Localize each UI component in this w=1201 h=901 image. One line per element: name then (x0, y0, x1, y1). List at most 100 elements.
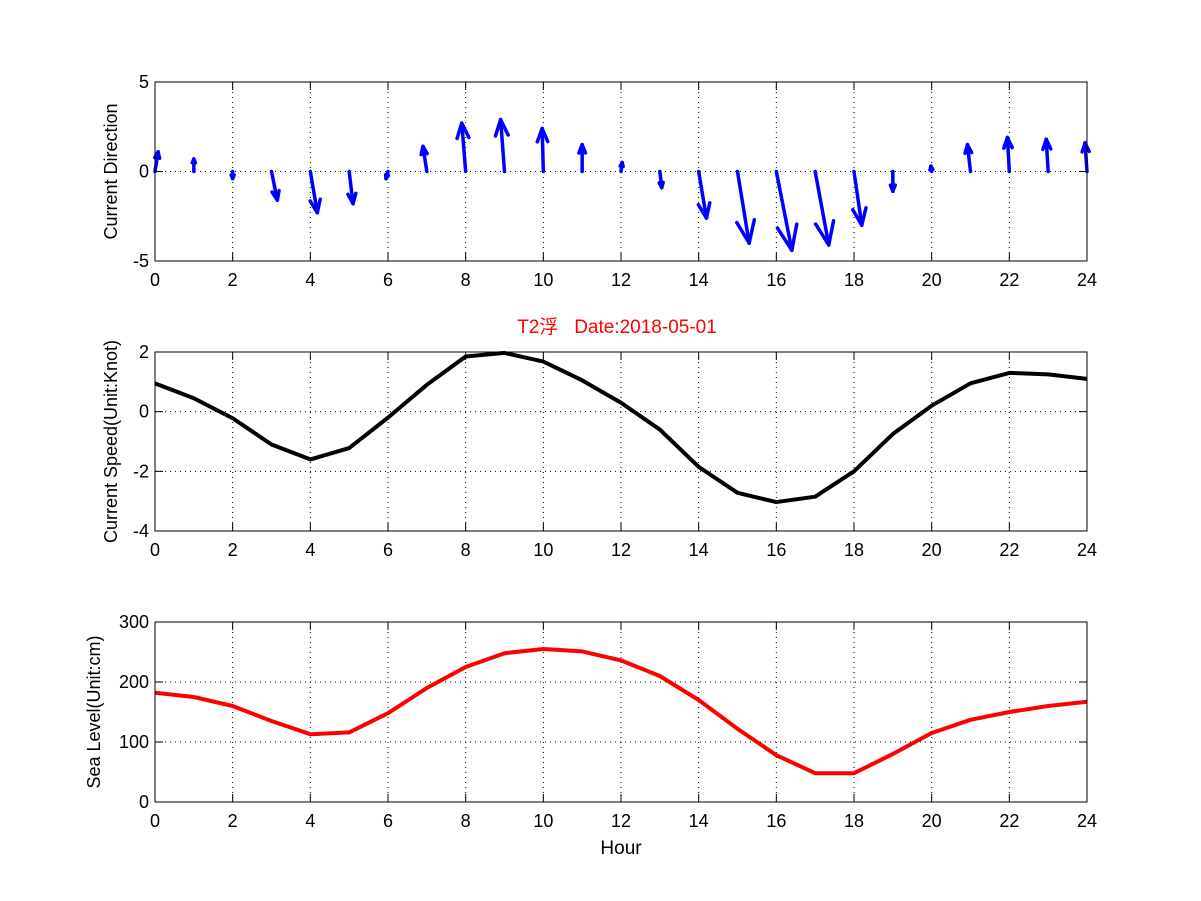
x-tick-label: 24 (1077, 811, 1097, 831)
quiver-arrow (455, 121, 471, 174)
arrow-head (860, 206, 868, 227)
arrow-head (1002, 135, 1010, 150)
arrow-head (735, 220, 751, 245)
x-tick-label: 18 (844, 540, 864, 560)
arrow-head (315, 197, 322, 215)
arrow-head (498, 117, 510, 137)
arrow-head (1041, 137, 1048, 152)
x-tick-label: 24 (1077, 540, 1097, 560)
y-tick-label: 0 (139, 162, 149, 182)
x-tick-label: 14 (689, 540, 709, 560)
arrow-shaft (498, 117, 507, 174)
arrow-head (493, 117, 503, 138)
axes-frame (154, 621, 1088, 803)
arrow-shaft (269, 169, 280, 202)
quiver-arrow (190, 157, 198, 174)
x-tick-label: 6 (383, 270, 393, 290)
x-tick-label: 6 (383, 811, 393, 831)
arrow-head (891, 183, 897, 193)
arrow-shaft (1044, 137, 1050, 174)
quiver-arrow (963, 142, 974, 174)
x-tick-label: 2 (228, 811, 238, 831)
x-tick-label: 18 (844, 811, 864, 831)
arrow-head (419, 144, 425, 157)
arrow-head (704, 201, 712, 220)
x-tick-label: 18 (844, 270, 864, 290)
y-tick-label: 300 (119, 612, 149, 632)
arrow-head (747, 217, 757, 245)
axes-frame (154, 351, 1088, 532)
x-tick-label: 16 (766, 540, 786, 560)
x-tick-label: 2 (228, 270, 238, 290)
arrow-head (230, 173, 236, 181)
quiver-arrow (346, 169, 358, 206)
arrow-shaft (774, 169, 794, 253)
x-tick-label: 22 (999, 540, 1019, 560)
x-tick-label: 2 (228, 540, 238, 560)
arrow-shaft (1005, 135, 1012, 174)
x-tick-label: 20 (922, 540, 942, 560)
quiver-arrow (1002, 135, 1014, 174)
y-axis-label: Current Direction (101, 103, 121, 239)
y-tick-label: 2 (139, 342, 149, 362)
y-tick-label: -4 (133, 521, 149, 541)
arrow-shaft (460, 121, 468, 174)
x-tick-label: 0 (150, 811, 160, 831)
arrow-shaft (852, 169, 864, 227)
x-tick-label: 12 (611, 270, 631, 290)
arrow-head (790, 222, 799, 253)
arrow-head (190, 157, 196, 165)
x-tick-label: 10 (533, 270, 553, 290)
arrow-head (535, 126, 544, 144)
y-tick-label: 5 (139, 72, 149, 92)
quiver-arrow (813, 169, 836, 247)
arrow-shaft (308, 169, 320, 215)
quiver-arrow (618, 160, 625, 174)
x-tick-label: 20 (922, 811, 942, 831)
quiver-arrow (657, 169, 665, 190)
quiver-arrow (928, 164, 935, 174)
x-tick-label: 20 (922, 270, 942, 290)
x-tick-label: 4 (305, 270, 315, 290)
arrow-head (384, 173, 391, 181)
arrow-shaft (735, 169, 751, 245)
arrow-head (577, 142, 584, 155)
x-tick-label: 4 (305, 540, 315, 560)
quiver-arrow (229, 169, 236, 181)
quiver-arrow (493, 117, 510, 174)
arrow-head (351, 191, 358, 206)
arrow-shaft (696, 169, 709, 220)
arrow-head (696, 202, 709, 220)
arrow-shaft (540, 126, 546, 174)
x-tick-label: 24 (1077, 270, 1097, 290)
x-tick-label: 8 (461, 270, 471, 290)
quiver-arrow (735, 169, 757, 245)
quiver-arrow (383, 169, 391, 181)
quiver-arrow (577, 142, 588, 174)
x-tick-label: 12 (611, 811, 631, 831)
x-tick-label: 16 (766, 270, 786, 290)
axes-frame (154, 81, 1088, 262)
y-axis-label: Current Speed(Unit:Knot) (101, 340, 121, 543)
arrow-head (618, 160, 624, 168)
arrow-head (963, 142, 970, 156)
arrow-head (660, 180, 665, 190)
chart-title: T2浮 Date:2018-05-01 (517, 316, 717, 338)
x-tick-label: 22 (999, 270, 1019, 290)
quiver-arrow (696, 169, 712, 220)
y-axis-label: Sea Level(Unit:cm) (84, 635, 104, 788)
x-tick-label: 22 (999, 811, 1019, 831)
arrow-shaft (813, 169, 831, 247)
quiver-arrow (774, 169, 799, 253)
x-tick-label: 8 (461, 811, 471, 831)
quiver-arrow (1041, 137, 1053, 174)
arrow-head (460, 121, 471, 140)
quiver-arrow (269, 169, 281, 202)
y-tick-label: -2 (133, 461, 149, 481)
x-tick-label: 14 (689, 270, 709, 290)
y-tick-label: 100 (119, 732, 149, 752)
arrow-head (275, 188, 281, 202)
